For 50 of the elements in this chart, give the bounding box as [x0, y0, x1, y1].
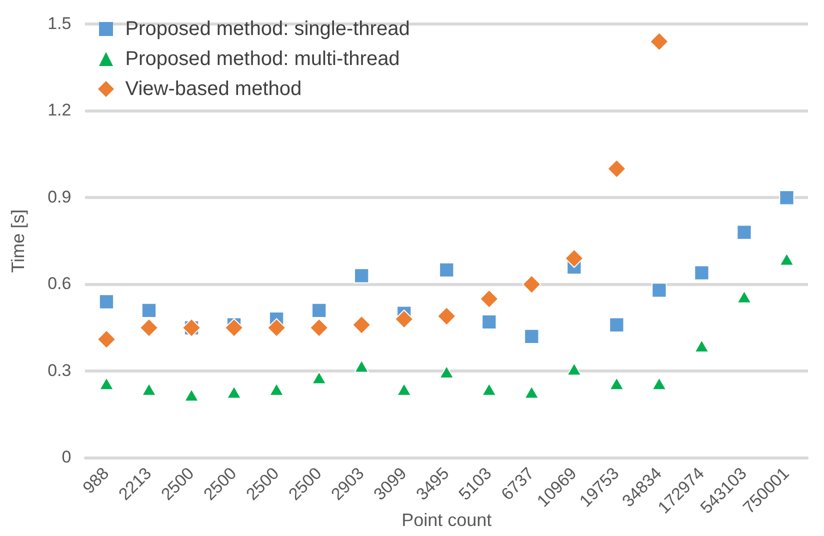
- point: [354, 268, 370, 284]
- point: [396, 382, 412, 396]
- point: [652, 377, 667, 390]
- y-tick-label: 0.6: [48, 274, 72, 294]
- point: [524, 328, 540, 344]
- point: [480, 289, 499, 308]
- point: [96, 330, 116, 349]
- point: [694, 340, 710, 352]
- point: [439, 366, 454, 379]
- point: [564, 248, 584, 268]
- point: [269, 382, 284, 396]
- point: [524, 386, 540, 399]
- y-tick-label: 1.2: [48, 100, 72, 120]
- y-axis-title: Time [s]: [8, 209, 28, 273]
- point: [354, 360, 370, 373]
- point: [779, 190, 794, 206]
- point: [141, 302, 157, 318]
- x-axis-title: Point count: [402, 510, 492, 530]
- point: [99, 377, 114, 390]
- point: [267, 318, 286, 338]
- point: [652, 282, 667, 298]
- point: [312, 302, 327, 318]
- point: [694, 265, 710, 280]
- point: [142, 382, 156, 396]
- point: [609, 317, 624, 332]
- point: [437, 306, 456, 326]
- y-tick-label: 0: [62, 448, 72, 467]
- point: [226, 386, 242, 399]
- point: [312, 371, 326, 384]
- point: [98, 294, 114, 310]
- point: [482, 314, 497, 330]
- point: [439, 262, 454, 278]
- y-tick-label: 0.9: [48, 187, 72, 206]
- point: [566, 362, 582, 376]
- y-tick-label: 1.5: [48, 14, 72, 33]
- legend-label: View-based method: [125, 77, 302, 102]
- point: [310, 318, 329, 338]
- y-tick-label: 0.3: [48, 360, 72, 380]
- point: [140, 318, 159, 338]
- point: [184, 388, 199, 402]
- point: [609, 377, 624, 390]
- legend-label: Proposed method: multi-thread: [125, 47, 400, 72]
- point: [352, 315, 372, 334]
- point: [482, 382, 497, 396]
- point: [394, 310, 414, 329]
- point: [522, 274, 542, 294]
- legend-label: Proposed method: single-thread: [125, 17, 410, 42]
- point: [224, 318, 244, 338]
- point: [736, 224, 752, 240]
- x-tick-label: 988: [79, 464, 113, 498]
